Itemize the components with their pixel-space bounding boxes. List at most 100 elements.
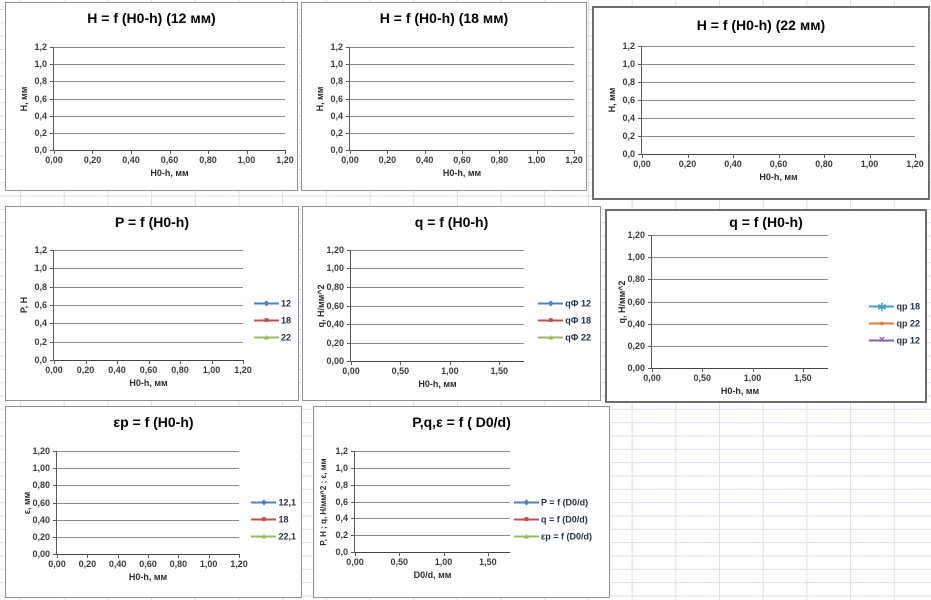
diamond-marker-icon: ◆ <box>547 298 554 308</box>
chart-title: q = f (H0-h) <box>414 214 489 230</box>
chart-q-p[interactable]: q = f (H0-h) q, Н/мм^2 H0-h, мм 1,20 1,00… <box>605 209 927 403</box>
chart-h-12mm[interactable]: H = f (H0-h) (12 мм) Н, мм H0-h, мм 1,2 1… <box>5 2 298 191</box>
triangle-marker-icon: ▲ <box>260 531 268 541</box>
chart-p[interactable]: P = f (H0-h) P, H H0-h, мм 1,2 1,0 0,8 0,6 0… <box>5 206 299 401</box>
y-tick-mark <box>351 484 355 486</box>
y-tick-label: 0,8 <box>622 76 635 87</box>
gridline <box>652 279 828 281</box>
y-tick-mark <box>50 132 54 134</box>
gridline <box>54 286 243 288</box>
gridline <box>350 132 574 134</box>
gridline <box>355 535 510 537</box>
gridline <box>54 132 285 134</box>
series-line <box>513 501 539 504</box>
series-line <box>251 518 277 521</box>
y-tick-label: 1,2 <box>335 446 348 456</box>
y-tick-label: 0,0 <box>335 547 348 557</box>
series-line <box>253 336 279 339</box>
x-tick-label: 1,50 <box>794 373 812 383</box>
square-marker-icon: ■ <box>261 514 267 524</box>
gridline <box>642 117 915 119</box>
chart-title: P,q,ε = f ( D0/d) <box>412 414 511 430</box>
square-marker-icon: ■ <box>548 315 554 325</box>
x-tick-mark <box>57 554 58 558</box>
chart-q-phi[interactable]: q = f (H0-h) q, Н/мм^2 H0-h, мм 1,20 1,00… <box>302 206 601 401</box>
chart-pqe-d0d[interactable]: P,q,ε = f ( D0/d) P, H ; q, H/мм^2 ; ε, … <box>313 406 610 598</box>
x-tick-mark <box>169 150 171 154</box>
gridline <box>54 47 285 48</box>
gridline <box>355 518 510 520</box>
y-tick-mark <box>638 154 642 155</box>
y-tick-label: 0,00 <box>627 363 645 373</box>
series-swatch: ● <box>869 318 895 329</box>
x-tick-mark <box>117 360 118 364</box>
y-tick-label: 0,20 <box>32 531 50 542</box>
x-tick-label: 0,60 <box>139 365 158 375</box>
y-tick-label: 0,60 <box>326 300 344 311</box>
x-tick-label: 0,00 <box>643 373 661 383</box>
legend-label: P = f (D0/d) <box>540 497 589 508</box>
series-swatch: ▲ <box>251 531 277 542</box>
y-tick-mark <box>347 268 351 270</box>
y-tick-mark <box>638 100 642 101</box>
y-tick-label: 0,8 <box>330 76 343 87</box>
legend-label: qp 12 <box>896 335 920 346</box>
series-swatch: ■ <box>251 514 277 525</box>
gridline <box>642 46 915 47</box>
y-tick-mark <box>50 150 54 151</box>
y-tick-mark <box>351 467 355 469</box>
y-tick-mark <box>351 552 355 553</box>
y-tick-label: 0,2 <box>622 131 635 141</box>
y-tick-mark <box>346 81 350 83</box>
legend-label: qФ 22 <box>565 332 591 343</box>
series-swatch: ◆ <box>253 298 279 309</box>
diamond-marker-icon: ◆ <box>523 497 530 507</box>
series-line <box>869 322 895 325</box>
gridline <box>355 484 510 486</box>
chart-h-18mm[interactable]: H = f (H0-h) (18 мм) Н, мм H0-h, мм 1,2 1… <box>301 2 587 191</box>
x-tick-mark <box>208 554 210 558</box>
y-tick-label: 1,0 <box>34 263 47 274</box>
x-tick-mark <box>462 150 463 154</box>
gridline <box>54 98 285 100</box>
legend-item: ▲ qФ 22 <box>538 332 591 343</box>
plot-area: Н, мм H0-h, мм 1,2 1,0 0,8 0,6 0,4 0,2 0,0 0,00… <box>19 42 294 178</box>
series-swatch: × <box>869 334 895 346</box>
y-tick-label: 0,2 <box>34 336 47 347</box>
gridline <box>355 451 510 452</box>
x-tick-mark <box>180 360 181 364</box>
x-tick-mark <box>207 150 209 154</box>
gridline <box>351 342 524 344</box>
chart-h-22mm[interactable]: H = f (H0-h) (22 мм) Н, мм H0-h, мм 1,2 1… <box>592 6 930 200</box>
square-marker-icon: ■ <box>264 315 269 325</box>
series-swatch: ∗ <box>869 300 895 313</box>
x-tick-mark <box>148 360 150 364</box>
series-swatch: ▲ <box>253 332 279 343</box>
chart-epsilon[interactable]: εp = f (H0-h) ε, мм H0-h, мм 1,20 1,00 0,8… <box>5 406 302 598</box>
x-tick-label: 0,00 <box>45 365 63 375</box>
y-tick-mark <box>648 279 652 281</box>
y-tick-label: 0,80 <box>32 480 50 491</box>
y-tick-mark <box>50 81 54 83</box>
y-tick-label: 0,4 <box>330 110 343 121</box>
y-tick-label: 0,6 <box>335 496 348 507</box>
y-tick-mark <box>648 257 652 259</box>
y-axis-title: q, Н/мм^2 <box>316 283 326 328</box>
y-tick-mark <box>351 451 355 452</box>
y-tick-label: 0,0 <box>330 145 343 155</box>
x-tick-mark <box>239 554 240 558</box>
series-line <box>513 535 539 538</box>
series-swatch: ◆ <box>538 298 564 309</box>
y-tick-mark <box>347 305 351 307</box>
gridline <box>350 115 574 117</box>
x-axis-line <box>351 361 524 362</box>
square-marker-icon: ■ <box>524 514 529 524</box>
plot-area: q, Н/мм^2 H0-h, мм 1,20 1,00 0,80 0,60 0,40 0… <box>617 230 828 396</box>
chart-title: H = f (H0-h) (22 мм) <box>696 17 826 33</box>
y-tick-mark <box>53 519 57 521</box>
series-swatch: ◆ <box>513 497 539 508</box>
x-tick-label: 0,00 <box>45 155 63 165</box>
x-axis-title: H0-h, мм <box>720 386 760 396</box>
y-axis-title: Н, мм <box>607 87 617 113</box>
y-tick-mark <box>50 47 54 48</box>
